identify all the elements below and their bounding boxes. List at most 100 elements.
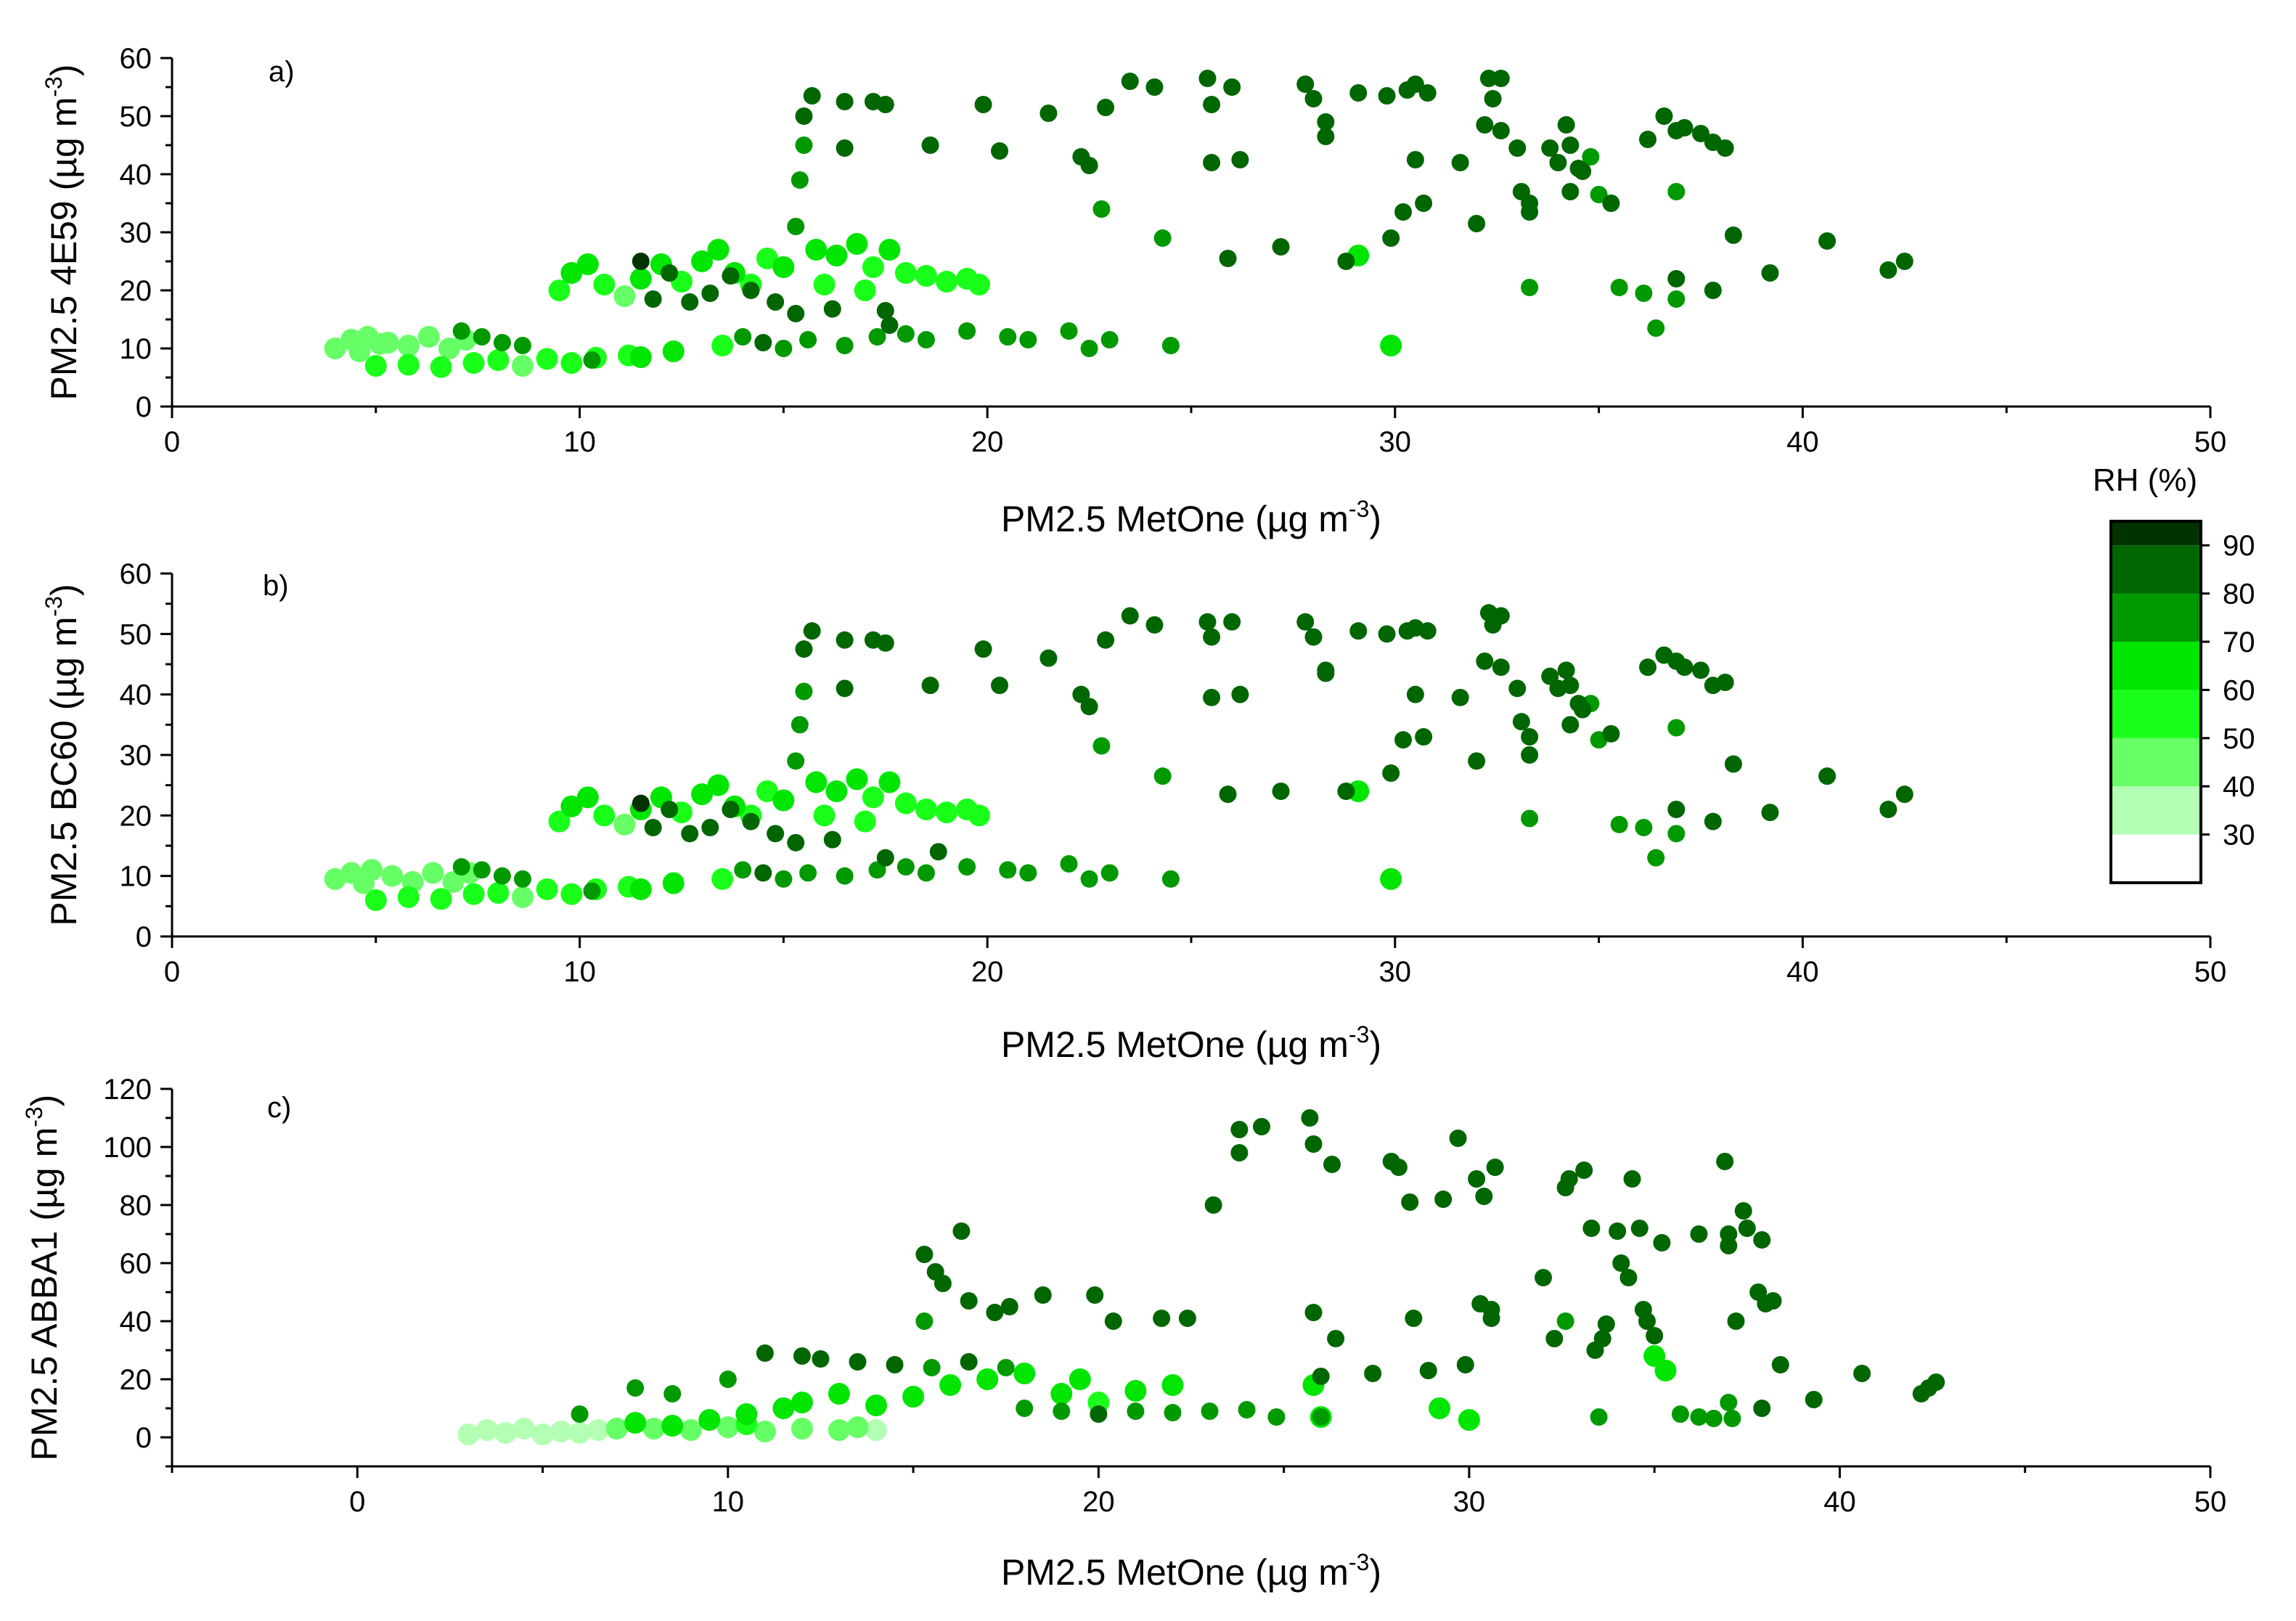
data-point xyxy=(1738,1220,1756,1237)
data-point xyxy=(1653,1234,1671,1252)
data-point xyxy=(1630,1220,1649,1237)
data-point xyxy=(511,886,534,908)
data-point xyxy=(1304,1135,1323,1153)
data-point xyxy=(548,810,571,833)
y-axis-title: PM2.5 4E59 (µg m-3) xyxy=(41,65,84,401)
data-point xyxy=(1690,1408,1708,1426)
data-point xyxy=(828,1383,850,1405)
data-point xyxy=(1727,1312,1745,1330)
data-point xyxy=(1724,226,1742,244)
data-point xyxy=(1304,628,1323,646)
data-point xyxy=(397,335,420,356)
data-point xyxy=(1692,661,1709,679)
x-tick-label: 10 xyxy=(563,956,596,988)
data-point xyxy=(813,804,836,827)
data-point xyxy=(991,142,1009,160)
data-point xyxy=(722,267,740,285)
x-tick-label: 0 xyxy=(164,956,180,988)
colorbar-band xyxy=(2111,593,2201,642)
data-point xyxy=(1337,783,1355,800)
data-point xyxy=(1153,1310,1171,1327)
data-point xyxy=(1475,1188,1493,1205)
data-point xyxy=(999,861,1017,879)
data-point xyxy=(1805,1391,1823,1408)
data-point xyxy=(583,351,601,369)
data-point xyxy=(929,843,947,861)
data-point xyxy=(536,878,558,900)
data-point xyxy=(1267,1408,1286,1426)
x-tick-label: 50 xyxy=(2194,1486,2227,1518)
data-point xyxy=(661,801,679,818)
data-point xyxy=(1521,203,1539,221)
colorbar-title: RH (%) xyxy=(2093,462,2197,498)
data-point xyxy=(1704,1410,1723,1427)
data-point xyxy=(1301,1109,1319,1127)
data-point xyxy=(1667,270,1686,287)
data-point xyxy=(923,1359,941,1376)
data-point xyxy=(691,250,714,272)
data-point xyxy=(1476,652,1494,670)
data-point xyxy=(836,139,854,157)
data-point xyxy=(974,640,992,658)
data-point xyxy=(1667,801,1686,818)
data-point xyxy=(1080,340,1098,357)
data-point xyxy=(1484,90,1502,107)
data-point xyxy=(1092,200,1111,218)
data-point xyxy=(1647,319,1665,337)
data-point xyxy=(805,239,828,261)
data-point xyxy=(1471,1295,1490,1312)
data-point xyxy=(787,218,805,235)
data-point xyxy=(1761,804,1779,822)
data-point xyxy=(587,1419,610,1441)
data-point xyxy=(754,864,772,882)
y-axis-title: PM2.5 ABBA1 (µg m-3) xyxy=(21,1095,65,1461)
data-point xyxy=(1203,154,1221,171)
data-point xyxy=(475,1419,498,1441)
data-point xyxy=(1771,1356,1789,1373)
data-point xyxy=(958,322,976,340)
data-point xyxy=(1667,122,1686,139)
data-point xyxy=(754,334,772,351)
data-point xyxy=(1597,1315,1615,1333)
data-point xyxy=(1479,70,1498,87)
data-point xyxy=(767,825,785,843)
data-point xyxy=(1080,870,1098,888)
data-point xyxy=(629,878,652,900)
data-point xyxy=(1853,1365,1871,1382)
data-point xyxy=(799,864,817,882)
rh-colorbar: RH (%) 30 40 50 60 70 80 90 xyxy=(2093,462,2255,884)
data-point xyxy=(735,1403,758,1425)
data-point xyxy=(1667,290,1686,308)
colorbar-band xyxy=(2111,834,2201,883)
data-point xyxy=(1724,755,1742,773)
data-point xyxy=(1602,195,1620,212)
data-point xyxy=(560,352,583,374)
x-tick-label: 40 xyxy=(1823,1486,1856,1518)
data-point xyxy=(876,849,894,867)
data-point xyxy=(865,1395,888,1416)
data-point xyxy=(917,331,935,348)
data-point xyxy=(1394,203,1413,221)
data-point xyxy=(1380,335,1402,356)
data-point xyxy=(1764,1292,1782,1310)
data-point xyxy=(1415,195,1433,212)
data-point xyxy=(1398,622,1416,640)
data-point xyxy=(795,107,813,125)
data-point xyxy=(974,96,992,113)
data-point xyxy=(422,862,444,884)
x-tick-label: 0 xyxy=(349,1486,365,1518)
data-point xyxy=(876,96,894,113)
data-point xyxy=(364,355,387,377)
data-point xyxy=(1312,1368,1330,1385)
data-point xyxy=(881,317,899,334)
data-point xyxy=(854,810,876,833)
data-point xyxy=(1623,1170,1641,1188)
data-point xyxy=(896,858,915,876)
colorbar-band xyxy=(2111,786,2201,835)
data-point xyxy=(1394,731,1413,749)
data-point xyxy=(836,631,854,649)
data-point xyxy=(1405,1310,1423,1327)
data-point xyxy=(1692,125,1709,142)
data-point xyxy=(862,786,884,809)
data-point xyxy=(790,716,809,734)
